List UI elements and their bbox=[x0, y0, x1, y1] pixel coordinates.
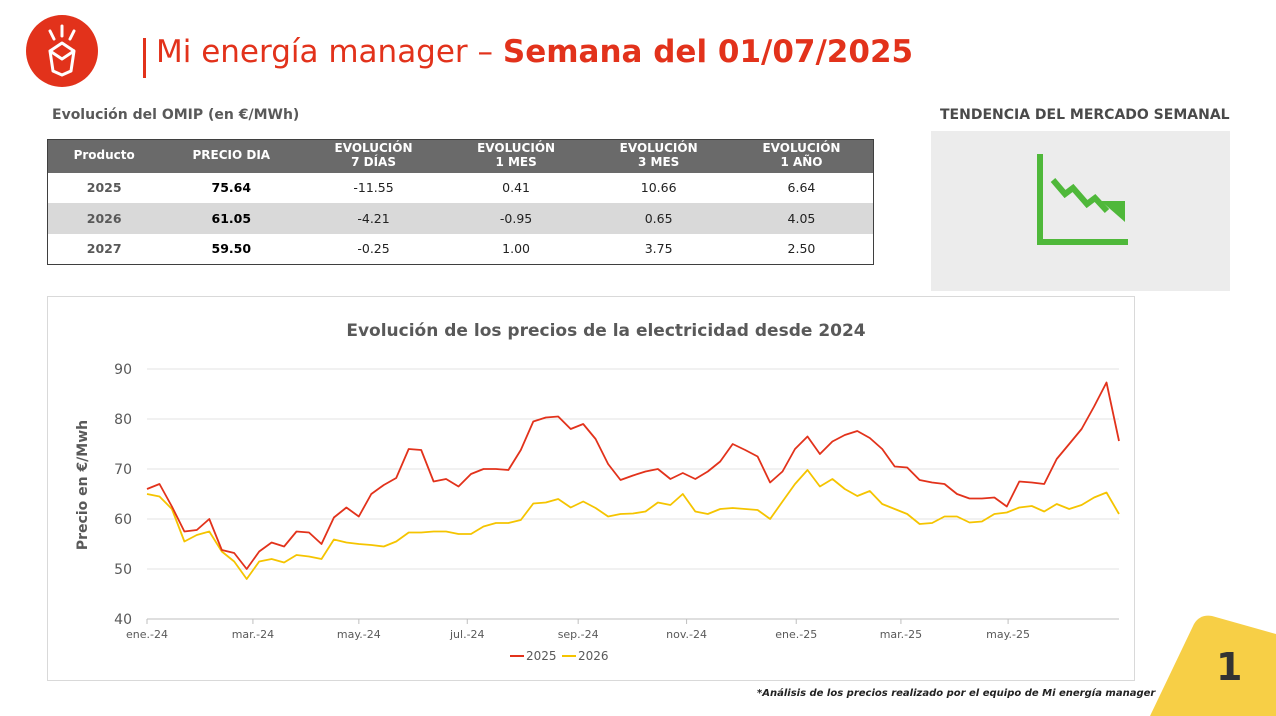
downtrend-chart-icon bbox=[1037, 154, 1128, 245]
header-line: 1 MES bbox=[495, 155, 537, 170]
page-number: 1 bbox=[1216, 645, 1243, 689]
evolution-1y-cell: 4.05 bbox=[729, 203, 874, 234]
evolution-3m-cell: 0.65 bbox=[587, 203, 730, 234]
x-tick-label: nov.-24 bbox=[666, 628, 707, 641]
omip-header-cell: EVOLUCIÓN 3 MES bbox=[587, 139, 730, 173]
product-cell: 2026 bbox=[47, 203, 161, 234]
x-tick-label: may.-24 bbox=[337, 628, 381, 641]
price-cell: 75.64 bbox=[211, 180, 252, 196]
price-chart: Evolución de los precios de la electrici… bbox=[47, 296, 1135, 681]
x-tick-label: may.-25 bbox=[986, 628, 1030, 641]
evolution-7d-cell: -11.55 bbox=[353, 180, 394, 196]
evolution-1y-cell: 6.64 bbox=[787, 180, 816, 196]
table-row: 2026 61.05 -4.21 -0.95 0.65 4.05 bbox=[47, 203, 874, 234]
page-title: Mi energía manager – Semana del 01/07/20… bbox=[156, 34, 913, 70]
evolution-3m-cell: 3.75 bbox=[644, 241, 673, 256]
x-tick-label: sep.-24 bbox=[558, 628, 599, 641]
x-tick-label: ene.-25 bbox=[775, 628, 817, 641]
header-line: 3 MES bbox=[638, 155, 680, 170]
y-axis-label: Precio en €/Mwh bbox=[75, 420, 91, 550]
legend-label: 2025 bbox=[526, 649, 557, 663]
header-line: EVOLUCIÓN bbox=[619, 141, 698, 156]
omip-header-cell: EVOLUCIÓN 1 AÑO bbox=[729, 139, 874, 173]
price-chart-svg: Evolución de los precios de la electrici… bbox=[75, 321, 1120, 663]
product-cell: 2027 bbox=[86, 241, 122, 256]
omip-header-cell: PRECIO DIA bbox=[160, 139, 303, 173]
evolution-7d-cell: -4.21 bbox=[302, 203, 445, 234]
price-cell: 61.05 bbox=[160, 203, 303, 234]
trend-panel bbox=[931, 131, 1230, 291]
header-line: EVOLUCIÓN bbox=[477, 141, 556, 156]
omip-header-cell: EVOLUCIÓN 7 DÍAS bbox=[302, 139, 445, 173]
table-row: 2027 59.50 -0.25 1.00 3.75 2.50 bbox=[48, 234, 874, 265]
omip-header-cell: EVOLUCIÓN 1 MES bbox=[444, 139, 588, 173]
page-title-brand: Mi energía manager – bbox=[156, 34, 503, 70]
product-cell: 2025 bbox=[86, 180, 122, 196]
x-tick-label: mar.-25 bbox=[880, 628, 922, 641]
header-line: Producto bbox=[73, 148, 135, 163]
omip-section-title: Evolución del OMIP (en €/MWh) bbox=[52, 107, 300, 123]
page-title-week: Semana del 01/07/2025 bbox=[502, 34, 914, 70]
y-tick-label: 40 bbox=[114, 612, 132, 628]
series-line-2025 bbox=[146, 381, 1120, 570]
trend-section-title: TENDENCIA DEL MERCADO SEMANAL bbox=[940, 107, 1230, 123]
evolution-1m-cell: -0.95 bbox=[444, 203, 588, 234]
price-cell: 59.50 bbox=[211, 241, 252, 256]
evolution-3m-cell: 10.66 bbox=[640, 180, 677, 196]
page-corner-shape bbox=[1150, 615, 1276, 716]
table-row: 2025 75.64 -11.55 0.41 10.66 6.64 bbox=[48, 173, 874, 204]
y-tick-label: 80 bbox=[114, 412, 132, 428]
header-line: 1 AÑO bbox=[780, 155, 823, 170]
header-line: PRECIO DIA bbox=[192, 148, 271, 163]
header-line: 7 DÍAS bbox=[351, 155, 396, 170]
omip-table: Producto PRECIO DIA EVOLUCIÓN 7 DÍAS EVOL… bbox=[47, 139, 874, 265]
y-tick-label: 70 bbox=[114, 462, 132, 478]
title-accent-bar bbox=[143, 38, 146, 78]
y-tick-label: 50 bbox=[114, 562, 132, 578]
x-tick-label: jul.-24 bbox=[449, 628, 485, 641]
x-tick-label: ene.-24 bbox=[126, 628, 168, 641]
evolution-7d-cell: -0.25 bbox=[357, 241, 390, 256]
omip-header-cell: Producto bbox=[47, 139, 161, 173]
header-line: EVOLUCIÓN bbox=[762, 141, 841, 156]
envelope-sun-icon bbox=[48, 24, 76, 77]
chart-title: Evolución de los precios de la electrici… bbox=[346, 321, 865, 341]
legend-label: 2026 bbox=[578, 649, 609, 663]
omip-header-row: Producto PRECIO DIA EVOLUCIÓN 7 DÍAS EVOL… bbox=[47, 139, 874, 173]
brand-logo bbox=[26, 15, 98, 87]
evolution-1y-cell: 2.50 bbox=[787, 241, 816, 256]
y-tick-label: 90 bbox=[114, 362, 132, 378]
header-line: EVOLUCIÓN bbox=[334, 141, 413, 156]
y-tick-label: 60 bbox=[114, 512, 132, 528]
footnote: *Análisis de los precios realizado por e… bbox=[757, 688, 1156, 699]
evolution-1m-cell: 1.00 bbox=[502, 241, 531, 256]
x-tick-label: mar.-24 bbox=[232, 628, 274, 641]
evolution-1m-cell: 0.41 bbox=[502, 180, 531, 196]
series-line-2026 bbox=[146, 469, 1120, 580]
